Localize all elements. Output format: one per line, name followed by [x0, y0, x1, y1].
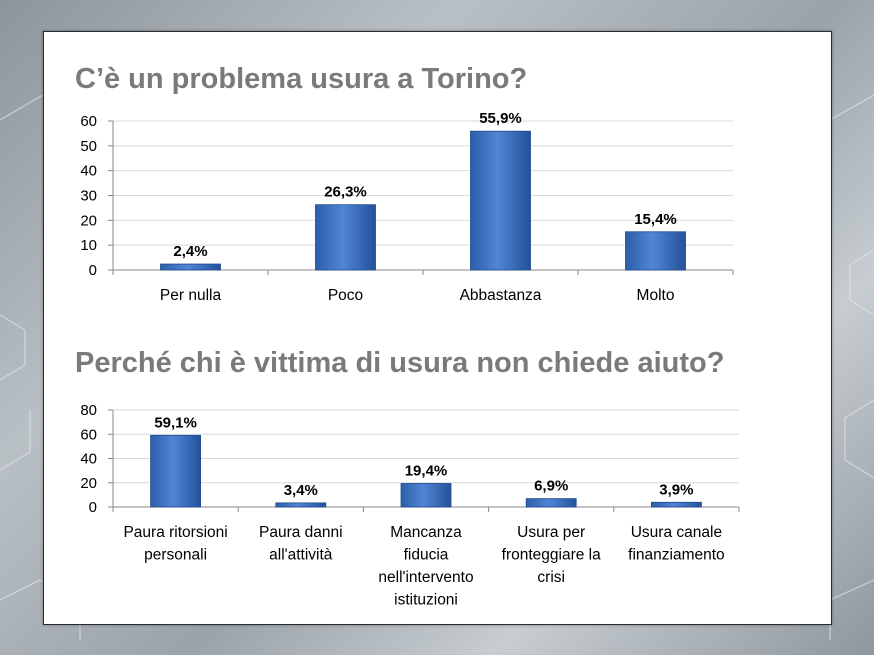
category-label: finanziamento — [628, 547, 725, 564]
data-label: 59,1% — [154, 414, 197, 431]
category-label: personali — [144, 547, 207, 564]
data-label: 19,4% — [405, 462, 448, 479]
bar — [625, 231, 686, 271]
data-label: 15,4% — [634, 211, 677, 228]
y-tick-label: 0 — [89, 499, 97, 516]
category-label: all'attività — [269, 547, 333, 564]
category-label: Per nulla — [160, 287, 222, 304]
y-tick-label: 40 — [80, 163, 97, 180]
category-label: nell'intervento — [378, 569, 473, 586]
category-label: istituzioni — [394, 592, 458, 609]
category-label: Paura danni — [259, 524, 343, 541]
chart-1: 0 10 20 30 40 50 60 2,4% Per nulla 26,3% Poco 55,9%… — [80, 110, 734, 304]
bar — [150, 434, 201, 508]
charts-canvas: 0 10 20 30 40 50 60 2,4% Per nulla 26,3% Poco 55,9%… — [80, 110, 740, 609]
y-tick-label: 0 — [89, 262, 97, 279]
category-label: Mancanza — [390, 524, 462, 541]
y-tick-label: 20 — [80, 475, 97, 492]
category-label: Usura canale — [631, 524, 722, 541]
data-label: 3,9% — [659, 481, 693, 498]
y-tick-label: 60 — [80, 426, 97, 443]
y-tick-label: 60 — [80, 113, 97, 130]
data-label: 2,4% — [173, 243, 207, 260]
chart-1-title: C’è un problema usura a Torino? — [75, 63, 528, 95]
y-tick-label: 80 — [80, 402, 97, 419]
bar — [651, 501, 702, 508]
chart-2-title: Perché chi è vittima di usura non chiede… — [75, 347, 725, 379]
slide: C’è un problema usura a Torino? Perché c… — [43, 31, 832, 625]
y-tick-label: 40 — [80, 451, 97, 468]
category-label: crisi — [537, 569, 565, 586]
y-tick-label: 30 — [80, 188, 97, 205]
bar — [275, 502, 327, 508]
category-label: Abbastanza — [460, 287, 542, 304]
data-label: 3,4% — [284, 482, 318, 499]
chart-2: 0 20 40 60 80 59,1% Paura ritorsioni personali 3… — [80, 402, 740, 609]
category-label: fronteggiare la — [502, 547, 601, 564]
data-label: 6,9% — [534, 478, 568, 495]
bar — [525, 498, 577, 508]
category-label: Poco — [328, 287, 363, 304]
data-label: 55,9% — [479, 110, 522, 127]
category-label: fiducia — [404, 547, 449, 564]
y-tick-label: 20 — [80, 212, 97, 229]
category-label: Usura per — [517, 524, 585, 541]
bar — [315, 204, 376, 271]
category-label: Paura ritorsioni — [123, 524, 227, 541]
category-label: Molto — [637, 287, 675, 304]
y-tick-label: 10 — [80, 237, 97, 254]
bar — [400, 483, 452, 508]
bar — [160, 263, 221, 271]
y-tick-label: 50 — [80, 138, 97, 155]
data-label: 26,3% — [324, 184, 367, 201]
bar — [470, 130, 531, 271]
